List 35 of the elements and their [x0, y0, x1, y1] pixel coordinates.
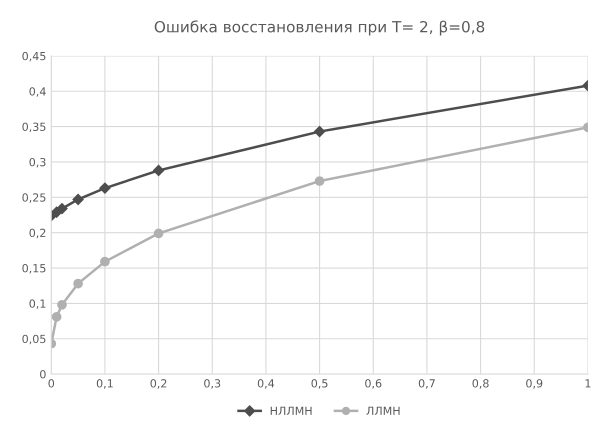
- point: [154, 228, 164, 238]
- x-tick-label: 0,1: [96, 379, 113, 389]
- point: [152, 164, 164, 176]
- point: [99, 182, 111, 194]
- x-tick-label: 0: [48, 379, 54, 388]
- x-tick-label: 0,6: [365, 379, 382, 389]
- point: [100, 256, 110, 267]
- x-tick-label: 1: [586, 379, 590, 388]
- legend-label: НЛЛМН: [270, 406, 312, 415]
- y-tick-label: 0,05: [22, 334, 46, 344]
- y-tick-label: 0,3: [29, 158, 46, 168]
- x-tick-label: 0,4: [258, 379, 274, 389]
- x-tick-label: 0,8: [472, 379, 489, 389]
- chart-title: Ошибка восстановления при T= 2, β=0,8: [154, 20, 484, 36]
- x-tick-label: 0,5: [311, 379, 328, 389]
- y-tick-label: 0,15: [22, 264, 46, 274]
- y-tick-label: 0,35: [22, 122, 46, 132]
- x-tick-label: 0,7: [418, 379, 435, 389]
- y-tick-label: 0,45: [22, 52, 46, 62]
- y-tick-label: 0,25: [22, 193, 46, 203]
- point: [56, 203, 68, 214]
- y-tick-label: 0,2: [29, 228, 46, 238]
- point: [57, 300, 67, 310]
- point: [314, 176, 324, 186]
- legend-label: ЛЛМН: [366, 406, 400, 415]
- x-tick-label: 0,3: [204, 379, 220, 389]
- y-tick-label: 0,1: [29, 299, 46, 309]
- y-tick-label: 0: [40, 370, 46, 378]
- y-tick-label: 0,4: [29, 87, 46, 97]
- point: [314, 126, 326, 138]
- point: [72, 194, 84, 206]
- point: [73, 278, 83, 288]
- x-tick-label: 0,2: [150, 379, 166, 389]
- x-tick-label: 0,9: [526, 379, 542, 389]
- point: [52, 312, 62, 322]
